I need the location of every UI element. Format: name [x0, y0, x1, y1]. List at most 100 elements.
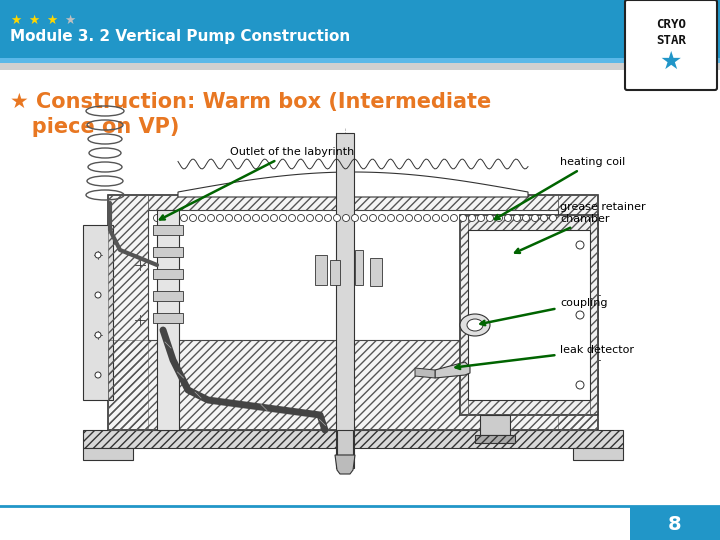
Bar [153, 291, 183, 301]
Circle shape [361, 214, 367, 221]
Circle shape [279, 214, 287, 221]
Circle shape [523, 214, 529, 221]
Text: leak detector: leak detector [456, 345, 634, 369]
Circle shape [477, 214, 485, 221]
Text: ★: ★ [28, 14, 40, 27]
Bar [460, 215, 598, 415]
Text: STAR: STAR [656, 33, 686, 46]
Circle shape [225, 214, 233, 221]
Circle shape [541, 214, 547, 221]
Circle shape [253, 214, 259, 221]
Circle shape [315, 214, 323, 221]
Circle shape [405, 214, 413, 221]
Text: Outlet of the labyrinth: Outlet of the labyrinth [160, 147, 354, 219]
Bar [330, 260, 340, 285]
Bar [468, 400, 590, 415]
Polygon shape [435, 362, 470, 378]
Bar [0, 0, 720, 58]
Bar [0, 63, 720, 70]
Bar [83, 430, 623, 448]
Circle shape [441, 214, 449, 221]
Circle shape [397, 214, 403, 221]
Circle shape [261, 214, 269, 221]
Circle shape [451, 214, 457, 221]
Circle shape [171, 214, 179, 221]
Bar [153, 313, 183, 323]
Bar [573, 448, 623, 460]
Circle shape [95, 252, 101, 258]
Bar [157, 210, 179, 430]
Circle shape [576, 311, 584, 319]
Circle shape [576, 381, 584, 389]
Circle shape [505, 214, 511, 221]
Bar [475, 435, 515, 443]
Circle shape [163, 214, 169, 221]
Text: heating coil: heating coil [495, 157, 625, 219]
Bar [468, 230, 590, 400]
Bar [590, 215, 598, 415]
Circle shape [495, 214, 503, 221]
FancyBboxPatch shape [625, 0, 717, 90]
Text: ★: ★ [10, 14, 22, 27]
Circle shape [415, 214, 421, 221]
Bar [460, 215, 468, 415]
Text: CRYO: CRYO [656, 17, 686, 30]
Circle shape [307, 214, 313, 221]
Text: ★: ★ [660, 50, 682, 74]
Circle shape [459, 214, 467, 221]
Bar [108, 195, 598, 430]
Text: ★ Construction: Warm box (Intermediate: ★ Construction: Warm box (Intermediate [10, 92, 491, 112]
Ellipse shape [467, 319, 483, 331]
Bar [83, 448, 133, 460]
Circle shape [199, 214, 205, 221]
Bar [153, 225, 183, 235]
Circle shape [469, 214, 475, 221]
Circle shape [235, 214, 241, 221]
Bar [0, 58, 720, 63]
Circle shape [433, 214, 439, 221]
Circle shape [95, 292, 101, 298]
Circle shape [207, 214, 215, 221]
Bar [558, 195, 598, 430]
Bar [55, 128, 660, 468]
Circle shape [289, 214, 295, 221]
Polygon shape [178, 172, 528, 197]
Text: piece on VP): piece on VP) [10, 117, 179, 137]
Circle shape [549, 214, 557, 221]
Circle shape [343, 214, 349, 221]
Circle shape [95, 332, 101, 338]
Bar [83, 225, 113, 400]
Circle shape [217, 214, 223, 221]
Bar [370, 258, 382, 286]
Circle shape [423, 214, 431, 221]
Circle shape [297, 214, 305, 221]
Bar [480, 415, 510, 435]
Bar [468, 215, 590, 230]
Circle shape [576, 241, 584, 249]
Text: Module 3. 2 Vertical Pump Construction: Module 3. 2 Vertical Pump Construction [10, 29, 350, 44]
Text: ★: ★ [64, 14, 76, 27]
Circle shape [351, 214, 359, 221]
Bar [315, 255, 327, 285]
Bar [108, 195, 148, 430]
Circle shape [271, 214, 277, 221]
Bar [108, 340, 598, 430]
Circle shape [379, 214, 385, 221]
Circle shape [95, 372, 101, 378]
Text: 8: 8 [668, 515, 682, 534]
Circle shape [369, 214, 377, 221]
Bar [153, 247, 183, 257]
Polygon shape [335, 455, 355, 474]
Polygon shape [415, 368, 435, 378]
Bar [355, 250, 363, 285]
Circle shape [513, 214, 521, 221]
Circle shape [243, 214, 251, 221]
Bar [630, 507, 720, 540]
Bar [336, 133, 354, 468]
Bar [337, 430, 353, 455]
Circle shape [487, 214, 493, 221]
Circle shape [387, 214, 395, 221]
Text: ★: ★ [46, 14, 58, 27]
Bar [148, 210, 558, 340]
Circle shape [531, 214, 539, 221]
